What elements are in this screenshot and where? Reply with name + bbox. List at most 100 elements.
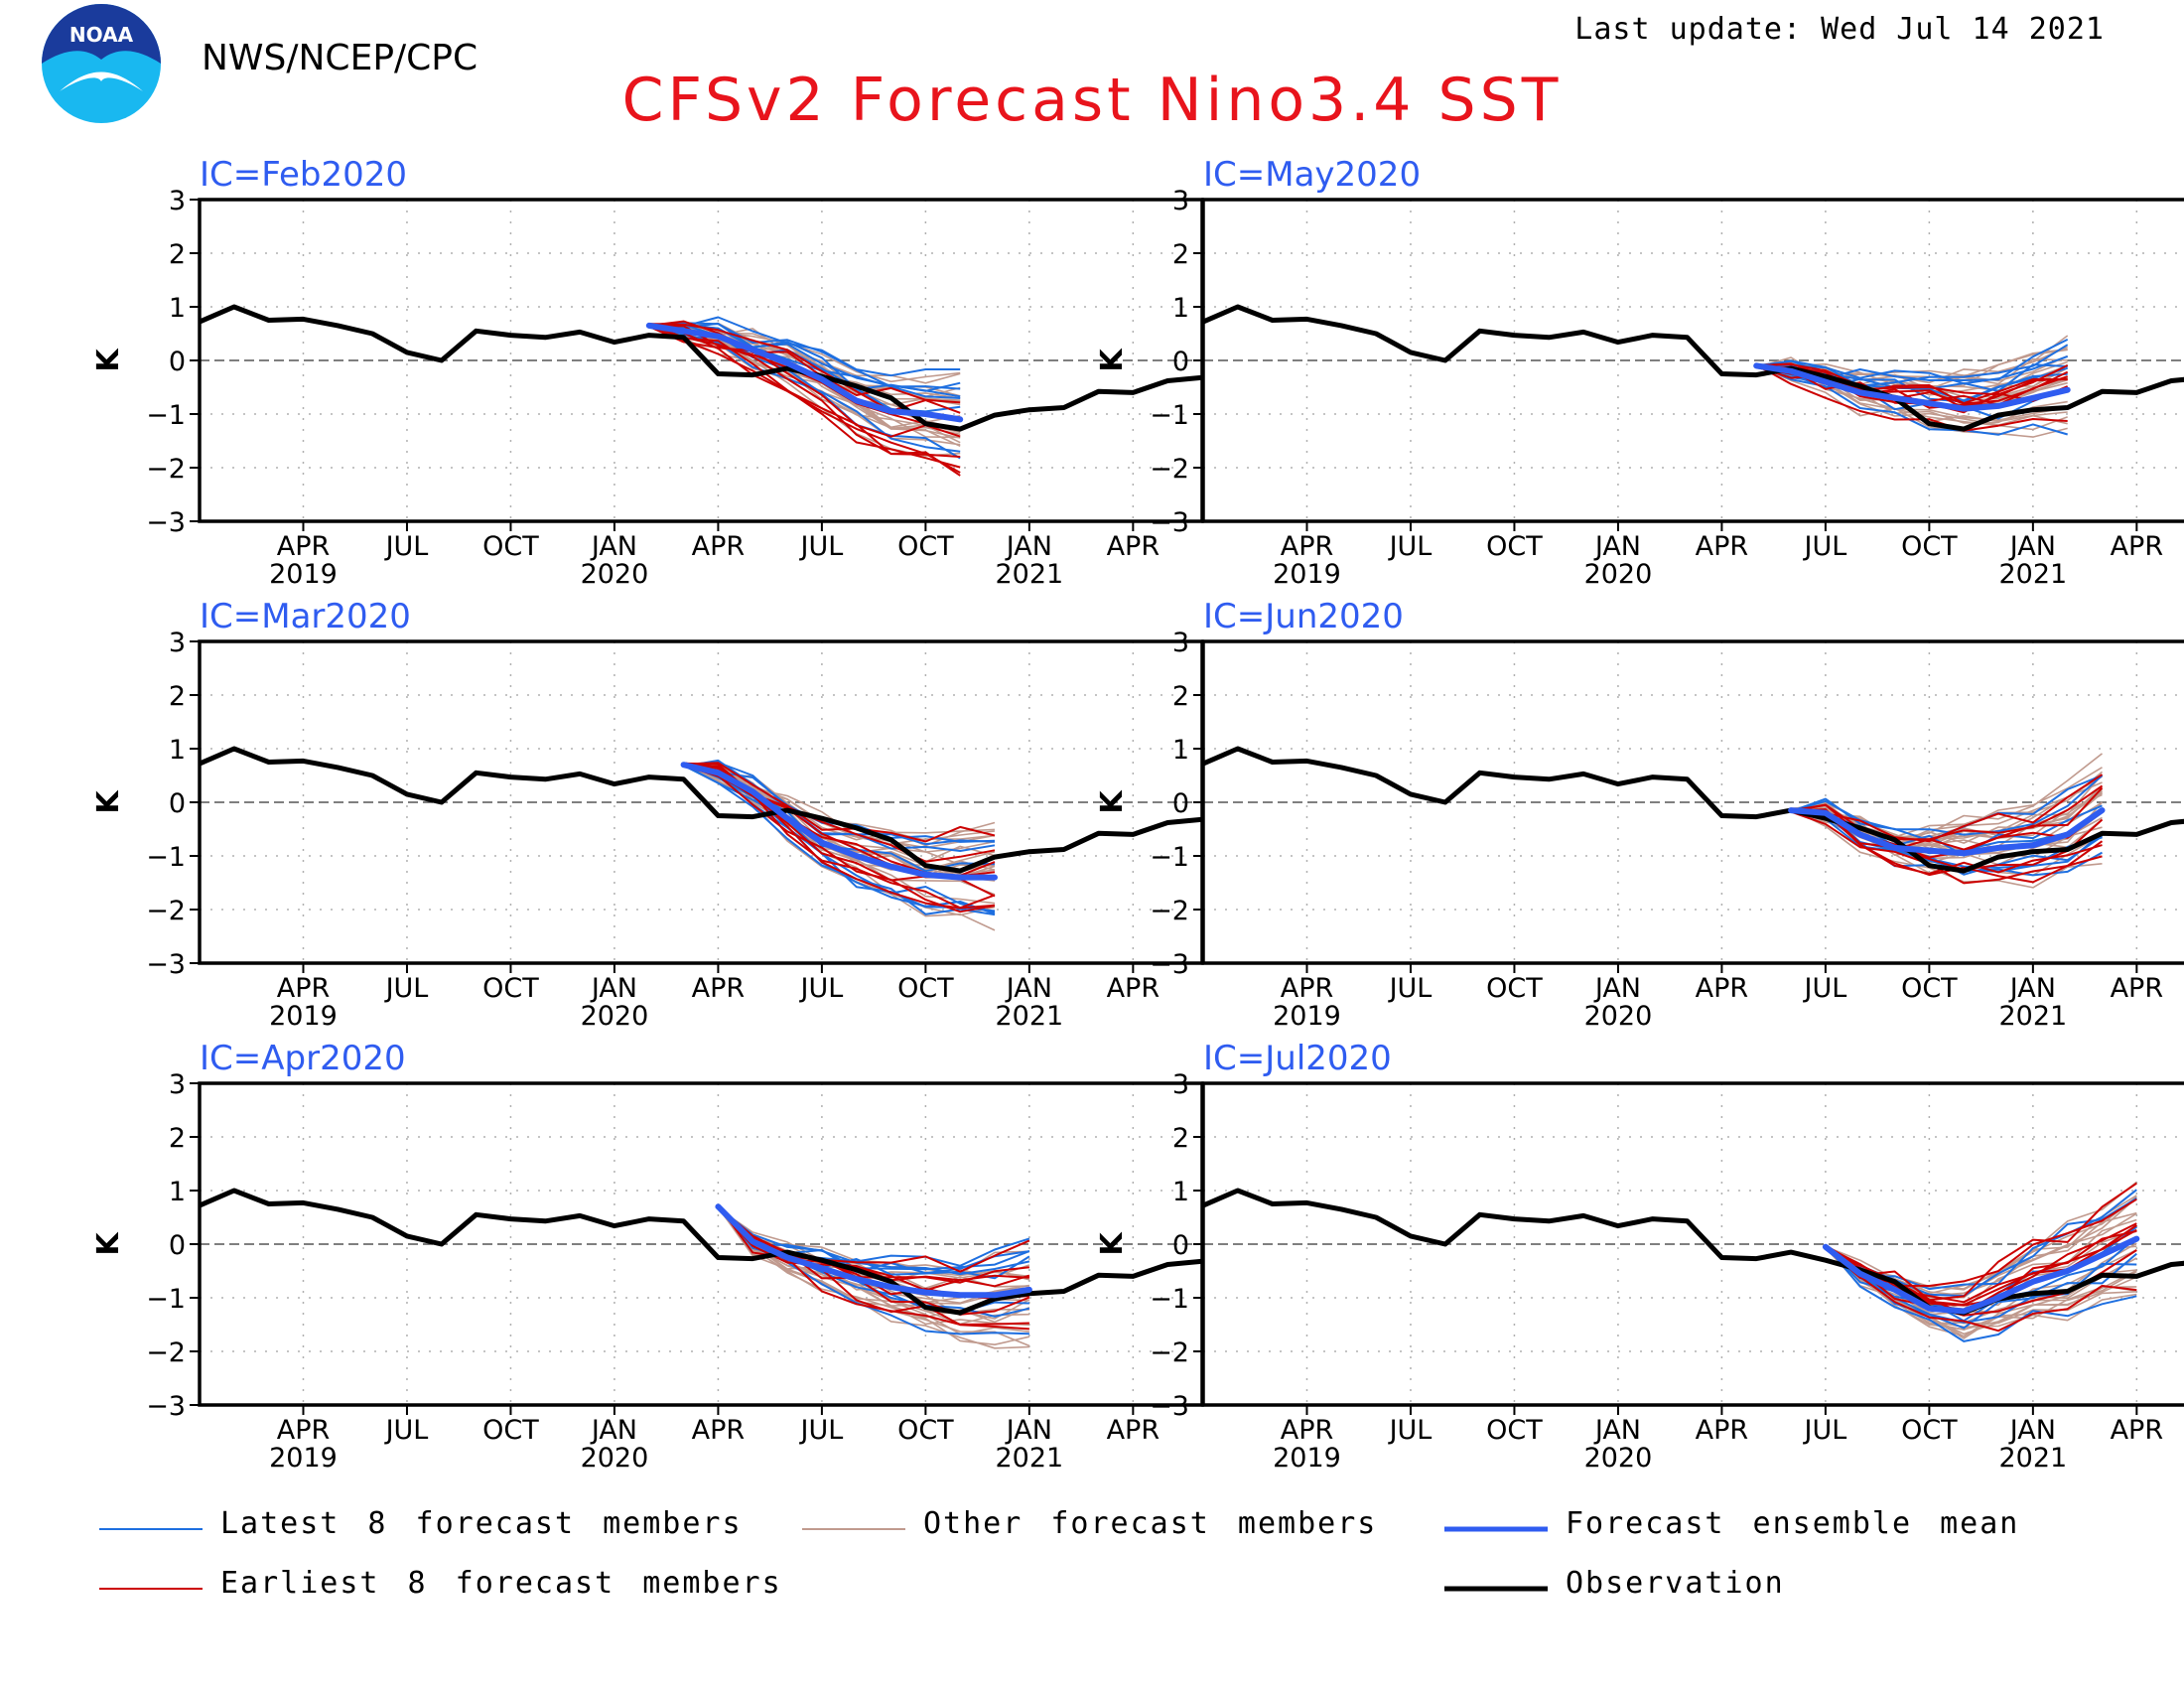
x-tick-label: JUL [384, 973, 429, 1004]
x-tick-year-label: 2021 [1999, 1443, 2068, 1474]
ensemble-member-line [1755, 363, 2068, 432]
x-tick-label: OCT [1901, 531, 1958, 562]
x-tick-label: JAN [1005, 1415, 1052, 1446]
noaa-logo: NOAA [42, 4, 161, 123]
x-tick-label: APR [1696, 973, 1749, 1004]
x-tick-label: OCT [482, 531, 539, 562]
y-tick-label: −3 [1150, 1391, 1189, 1422]
ensemble-member-line [1756, 344, 2069, 387]
x-tick-label: JUL [799, 1415, 844, 1446]
plot-frame [1201, 639, 2184, 965]
x-tick-label: OCT [482, 973, 539, 1004]
x-tick-year-label: 2021 [996, 1443, 1064, 1474]
panel-title: IC=Apr2020 [200, 1039, 406, 1078]
x-tick-year-label: 2019 [269, 559, 338, 590]
y-tick-label: 1 [1172, 735, 1189, 766]
x-tick-label: JAN [590, 1415, 637, 1446]
observation-line [199, 1188, 1203, 1316]
svg-text:NOAA: NOAA [69, 23, 134, 47]
ensemble-member-line [683, 764, 996, 916]
panel-title: IC=Jun2020 [1203, 597, 1404, 636]
organization-label: NWS/NCEP/CPC [202, 38, 478, 78]
x-tick-label: JAN [2008, 1415, 2056, 1446]
x-tick-year-label: 2019 [269, 1443, 338, 1474]
legend-label-earliest: Earliest 8 forecast members [220, 1566, 782, 1601]
last-update-text: Last update: Wed Jul 14 2021 [1574, 12, 2105, 47]
ensemble-mean-line [1753, 362, 2071, 412]
y-tick-label: 2 [1172, 239, 1189, 270]
panel-title: IC=Jul2020 [1203, 1039, 1392, 1078]
y-tick-label: −2 [146, 1337, 186, 1368]
y-tick-label: 3 [1172, 186, 1189, 216]
x-tick-label: JUL [1388, 1415, 1433, 1446]
ensemble-mean-line [1788, 807, 2106, 857]
ensemble-member-line [683, 762, 996, 843]
ensemble-member-line [648, 324, 961, 474]
x-tick-year-label: 2021 [1999, 1001, 2068, 1032]
x-tick-year-label: 2020 [581, 559, 649, 590]
x-tick-label: JUL [1803, 973, 1847, 1004]
x-tick-label: APR [277, 1415, 331, 1446]
ensemble-member-line [1791, 774, 2104, 843]
x-tick-label: OCT [897, 531, 954, 562]
x-tick-label: APR [1696, 1415, 1749, 1446]
y-tick-label: 0 [1172, 1230, 1189, 1261]
observation-line [199, 746, 1203, 874]
x-tick-label: JAN [1593, 1415, 1641, 1446]
x-tick-year-label: 2019 [1273, 1443, 1341, 1474]
y-tick-label: 3 [169, 186, 186, 216]
ensemble-member-line [1756, 363, 2069, 405]
ensemble-member-line [1790, 808, 2103, 889]
x-tick-label: JUL [1388, 973, 1433, 1004]
y-tick-label: −1 [146, 1284, 186, 1315]
ensemble-mean-line [680, 762, 998, 881]
y-axis-label: K [1095, 1231, 1130, 1256]
panel-title: IC=May2020 [1203, 155, 1421, 195]
x-tick-label: OCT [1486, 531, 1543, 562]
x-tick-label: JAN [1005, 531, 1052, 562]
observation-line [199, 304, 1203, 432]
x-tick-year-label: 2021 [996, 559, 1064, 590]
legend: Latest 8 forecast members Other forecast … [99, 1506, 2017, 1601]
x-tick-label: APR [1107, 1415, 1160, 1446]
x-tick-year-label: 2020 [1584, 1001, 1653, 1032]
y-tick-label: −1 [1150, 842, 1189, 873]
y-tick-label: 0 [1172, 347, 1189, 377]
ensemble-member-line [717, 1205, 1029, 1282]
x-tick-label: OCT [1901, 973, 1958, 1004]
ensemble-member-line [1755, 364, 2068, 438]
x-tick-label: APR [1281, 973, 1334, 1004]
x-tick-year-label: 2021 [996, 1001, 1064, 1032]
x-tick-label: JAN [1593, 531, 1641, 562]
y-tick-label: 0 [169, 347, 186, 377]
x-tick-label: JUL [384, 1415, 429, 1446]
y-tick-label: −3 [1150, 949, 1189, 980]
y-tick-label: −1 [146, 842, 186, 873]
x-tick-label: JAN [590, 531, 637, 562]
ensemble-member-line [1790, 807, 2103, 884]
ensemble-member-line [648, 325, 961, 458]
x-tick-label: OCT [897, 1415, 954, 1446]
y-tick-label: 1 [169, 1177, 186, 1207]
x-tick-label: APR [277, 531, 331, 562]
ensemble-member-line [648, 320, 961, 404]
x-tick-label: JAN [1593, 973, 1641, 1004]
y-tick-label: 0 [169, 788, 186, 819]
y-tick-label: −2 [1150, 1337, 1189, 1368]
x-tick-label: JAN [2008, 531, 2056, 562]
x-tick-label: JUL [799, 531, 844, 562]
y-tick-label: 0 [1172, 788, 1189, 819]
y-tick-label: −3 [1150, 507, 1189, 538]
y-tick-label: 3 [1172, 628, 1189, 658]
y-tick-label: −1 [146, 400, 186, 431]
x-tick-year-label: 2020 [1584, 559, 1653, 590]
x-tick-year-label: 2019 [1273, 559, 1341, 590]
y-tick-label: −1 [1150, 1284, 1189, 1315]
y-tick-label: 1 [1172, 1177, 1189, 1207]
ensemble-member-line [1790, 810, 2104, 885]
y-tick-label: 0 [169, 1230, 186, 1261]
